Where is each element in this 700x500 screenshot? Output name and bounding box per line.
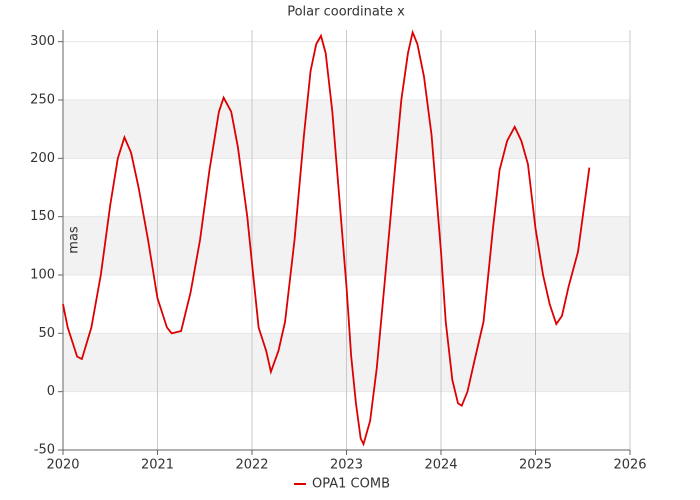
data-line bbox=[62, 29, 591, 447]
y-tick-label: 50 bbox=[38, 326, 55, 341]
y-tick-label: 0 bbox=[47, 384, 55, 399]
x-tick-label: 2025 bbox=[519, 458, 552, 473]
x-tick-label: 2022 bbox=[235, 458, 268, 473]
y-tick-label: -50 bbox=[34, 443, 55, 458]
y-tick-label: 150 bbox=[30, 209, 55, 224]
chart-title: Polar coordinate x bbox=[287, 5, 405, 20]
x-tick-label: 2020 bbox=[46, 458, 79, 473]
x-tick-label: 2023 bbox=[330, 458, 363, 473]
x-tick-label: 2024 bbox=[424, 458, 457, 473]
x-tick-label: 2026 bbox=[613, 458, 646, 473]
y-tick-label: 250 bbox=[30, 93, 55, 108]
legend-label: OPA1 COMB bbox=[312, 477, 390, 492]
x-tick-label: 2021 bbox=[141, 458, 174, 473]
y-tick-label: 100 bbox=[30, 268, 55, 283]
y-tick-label: 300 bbox=[30, 34, 55, 49]
y-axis-label: mas bbox=[67, 226, 82, 254]
y-tick-label: 200 bbox=[30, 151, 55, 166]
